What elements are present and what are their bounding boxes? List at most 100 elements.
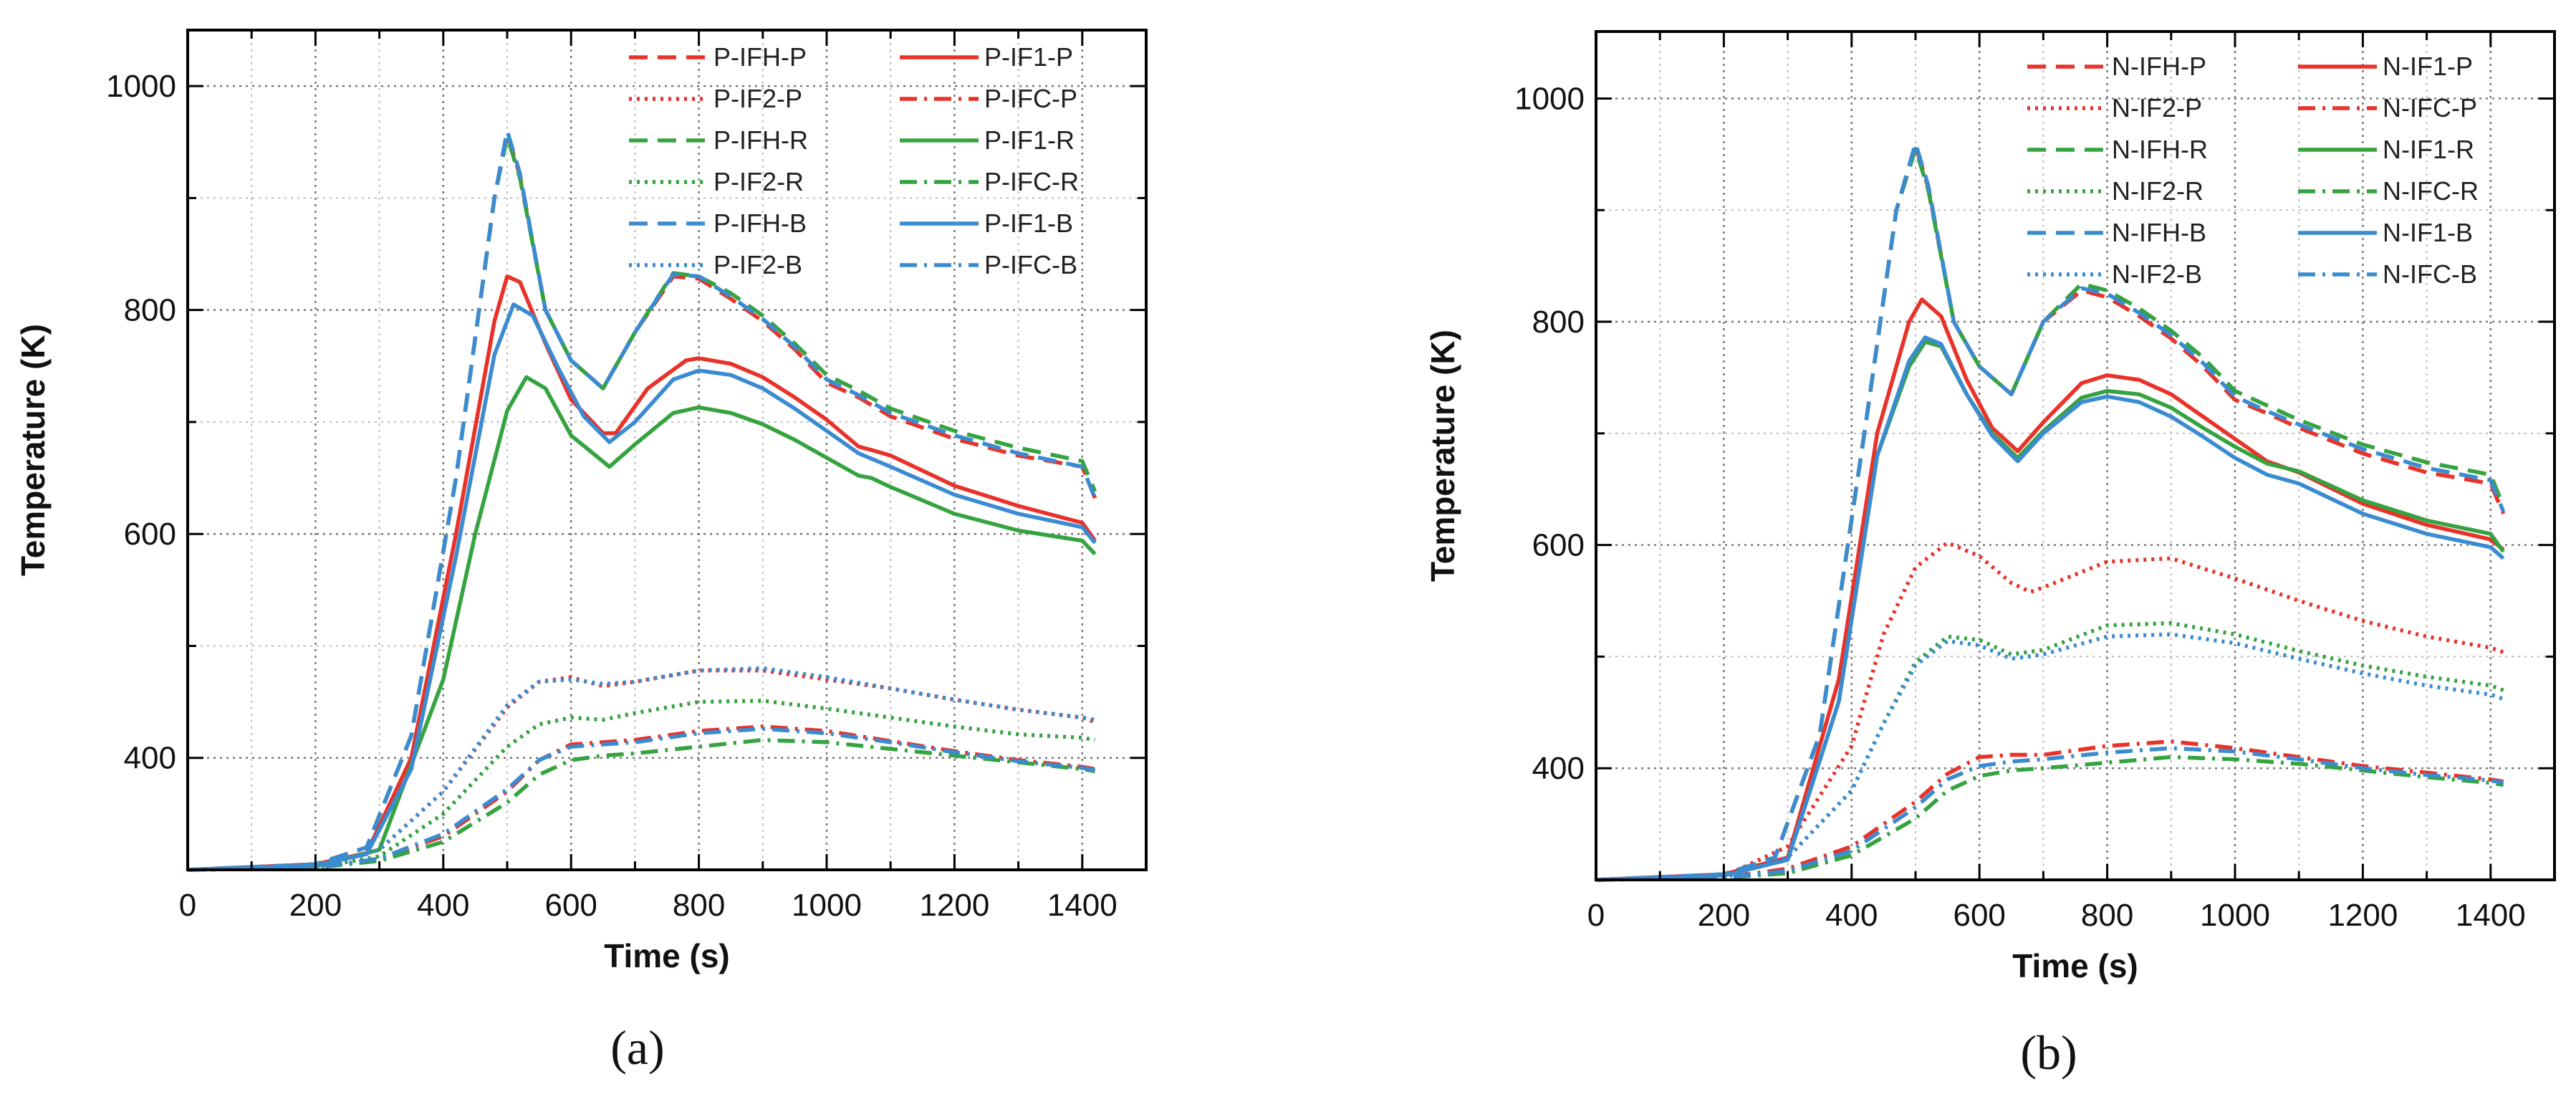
legend-label: N-IF1-P (2383, 52, 2473, 81)
legend-item: N-IF2-B (2027, 259, 2202, 289)
legend-item: P-IFC-R (900, 167, 1079, 196)
legend-label: P-IFC-R (984, 167, 1079, 196)
y-tick-label: 600 (124, 517, 176, 552)
legend-label: N-IFC-P (2383, 93, 2477, 123)
legend-item: N-IFH-R (2027, 135, 2208, 164)
y-axis-title: Temperature (K) (1424, 330, 1461, 582)
legend-label: P-IFH-B (713, 209, 807, 238)
legend-item: P-IF2-B (629, 250, 802, 279)
series-line-p-if2-r (187, 699, 1096, 872)
x-tick-label: 1400 (1047, 888, 1118, 923)
x-tick-label: 1400 (2456, 898, 2526, 933)
series-line-p-ifh-p (187, 131, 1097, 872)
legend-item: P-IFC-P (900, 84, 1077, 113)
legend-item: P-IF1-R (900, 125, 1075, 155)
x-tick-label: 800 (2081, 898, 2133, 933)
plot-frame (1595, 30, 2556, 881)
x-tick-label: 1200 (919, 888, 989, 923)
legend-item: N-IF2-P (2027, 93, 2202, 123)
x-tick-label: 600 (544, 888, 597, 923)
chart-panel-a: 0 200 400 600 800 1000 1200 1400 400 600 800 1000 Ti… (14, 29, 1148, 1075)
x-tick-label: 1000 (792, 888, 862, 923)
legend-item: N-IFC-R (2298, 176, 2479, 206)
legend-label: P-IFH-R (713, 125, 808, 155)
y-tick-label: 400 (1532, 751, 1585, 786)
x-tick-label: 400 (417, 888, 469, 923)
series-line-p-ifc-b (187, 727, 1096, 872)
y-tick-label: 1000 (1514, 81, 1585, 116)
legend-item: N-IFC-B (2298, 259, 2477, 289)
panel-label: (b) (2020, 1025, 2077, 1080)
grid (188, 30, 1146, 870)
legend-item: P-IF2-P (629, 84, 802, 113)
series-line-n-if2-r (1595, 620, 2504, 882)
x-tick-label: 800 (673, 888, 725, 923)
y-tick-label: 400 (124, 741, 176, 776)
x-tick-label: 1200 (2327, 898, 2398, 933)
series-line-p-if1-p (187, 274, 1097, 872)
series-line-n-ifc-r (1595, 754, 2504, 882)
y-axis-title: Temperature (K) (14, 324, 52, 576)
legend-item: P-IFH-B (629, 209, 807, 238)
x-tick-label: 200 (289, 888, 342, 923)
x-axis-title: Time (s) (2012, 947, 2138, 984)
panel-label: (a) (610, 1020, 664, 1075)
series-line-p-ifc-r (187, 737, 1096, 872)
legend-label: N-IF2-P (2112, 93, 2202, 123)
legend-item: P-IF1-B (900, 209, 1073, 238)
legend-label: N-IFC-B (2383, 259, 2477, 289)
series-line-p-ifh-r (187, 134, 1097, 872)
legend-label: N-IF1-R (2383, 135, 2474, 164)
axes: 0 200 400 600 800 1000 1200 1400 400 600 800 1000 (106, 30, 1148, 923)
x-tick-label: 1000 (2200, 898, 2270, 933)
series-group (1595, 141, 2506, 882)
series-line-n-if1-b (1595, 335, 2505, 882)
y-tick-label: 800 (124, 293, 176, 328)
series-line-p-ifh-b (187, 128, 1097, 872)
x-tick-label: 0 (1587, 898, 1605, 933)
legend-item: N-IF1-B (2298, 218, 2473, 247)
x-tick-label: 400 (1825, 898, 1878, 933)
legend-label: P-IF2-B (713, 250, 802, 279)
legend-label: P-IF1-B (984, 209, 1073, 238)
legend-label: N-IF1-B (2383, 218, 2473, 247)
x-axis-title: Time (s) (604, 937, 730, 974)
series-group (187, 128, 1097, 872)
x-tick-label: 600 (1953, 898, 2005, 933)
plot-frame (186, 29, 1148, 871)
legend-item: N-IF1-P (2298, 52, 2473, 81)
grid (1596, 32, 2555, 880)
legend-label: P-IFC-P (984, 84, 1077, 113)
series-line-p-if2-b (187, 666, 1096, 872)
legend-label: P-IFC-B (984, 250, 1077, 279)
series-line-n-ifh-b (1595, 141, 2506, 882)
series-line-p-if1-b (187, 302, 1097, 872)
legend-label: N-IFH-R (2112, 135, 2208, 164)
legend-label: N-IFC-R (2383, 176, 2479, 206)
axes: 0 200 400 600 800 1000 1200 1400 400 600 800 1000 (1514, 32, 2556, 933)
legend-label: P-IF2-P (713, 84, 802, 113)
series-line-n-ifc-p (1595, 739, 2504, 882)
legend-item: P-IFC-B (900, 250, 1077, 279)
legend-item: N-IF2-R (2027, 176, 2203, 206)
legend-label: N-IF2-R (2112, 176, 2203, 206)
legend-item: P-IF1-P (900, 42, 1073, 72)
legend-label: P-IFH-P (713, 42, 807, 72)
legend-item: N-IFH-B (2027, 218, 2206, 247)
legend-label: N-IF2-B (2112, 259, 2202, 289)
series-line-n-ifh-r (1595, 146, 2506, 882)
series-line-p-ifc-p (187, 724, 1096, 872)
legend-item: P-IFH-P (629, 42, 807, 72)
legend-item: N-IF1-R (2298, 135, 2474, 164)
series-line-p-if1-r (187, 375, 1097, 872)
legend: P-IFH-P P-IF1-P P-IF2-P P-IFC-P P-IFH-R P-IF1… (629, 42, 1079, 279)
legend-label: P-IF2-R (713, 167, 804, 196)
legend-item: N-IFC-P (2298, 93, 2477, 123)
y-tick-label: 1000 (106, 69, 176, 104)
legend-label: N-IFH-P (2112, 52, 2206, 81)
legend-item: P-IFH-R (629, 125, 808, 155)
series-line-n-if1-r (1595, 340, 2505, 882)
legend-item: P-IF2-R (629, 167, 804, 196)
series-line-n-ifh-p (1595, 143, 2506, 882)
